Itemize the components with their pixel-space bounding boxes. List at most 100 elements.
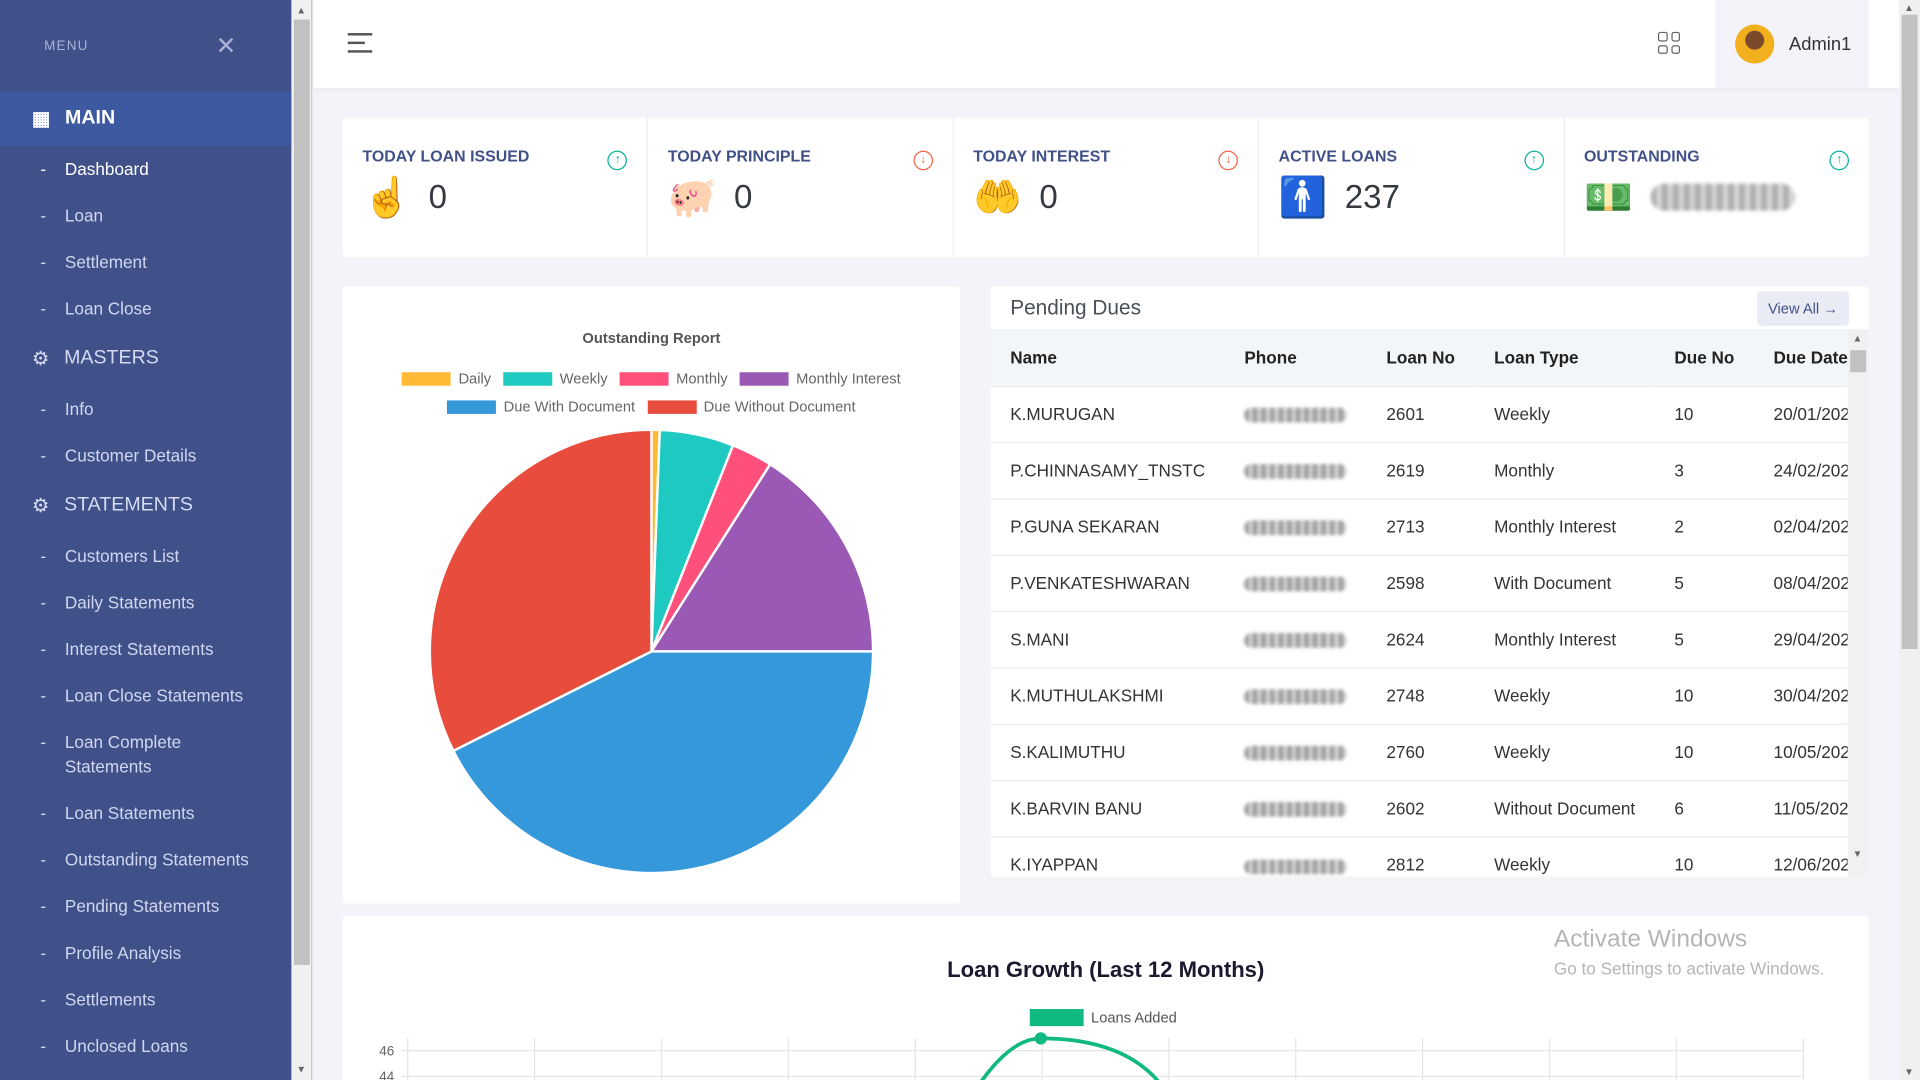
sidebar-item[interactable]: - Daily Statements [0, 579, 291, 626]
pie-slice-due-with-document[interactable] [451, 650, 875, 875]
user-name: Admin1 [1788, 33, 1852, 55]
sidebar-item[interactable]: - Info [0, 386, 291, 433]
table-cell: Weekly [1474, 666, 1655, 724]
phone-redacted [1224, 610, 1367, 668]
sidebar-item-label: Unclosed Loans [64, 1035, 188, 1056]
legend-item[interactable]: Due With Document [447, 398, 635, 415]
column-header[interactable]: Due Date [1753, 330, 1848, 386]
sidebar-item[interactable]: - Customers List [0, 533, 291, 580]
table-cell: With Document [1474, 554, 1655, 612]
table-cell: 10 [1654, 385, 1754, 443]
data-point[interactable] [1034, 1032, 1047, 1045]
column-header[interactable]: Due No [1654, 330, 1754, 386]
sidebar-item-label: Profile Analysis [64, 942, 182, 963]
money-stack-icon: 💵 [1584, 175, 1633, 220]
sidebar-item-label: Outstanding Statements [64, 849, 249, 870]
pie-slice-monthly-interest[interactable] [649, 462, 875, 653]
sidebar-scrollbar[interactable]: ▲ ▼ [291, 0, 313, 1080]
sidebar-item[interactable]: - Loan Close Statements [0, 672, 291, 719]
hamburger-menu-icon[interactable] [347, 33, 373, 59]
sidebar-item[interactable]: - Loan Statements [0, 790, 291, 837]
stat-value: 0 [428, 178, 447, 215]
view-all-button[interactable]: View All → [1756, 290, 1849, 326]
table-cell: K.MUTHULAKSHMI [990, 666, 1225, 724]
phone-redacted [1224, 554, 1367, 612]
table-cell: 6 [1654, 779, 1754, 837]
legend-item[interactable]: Monthly Interest [739, 370, 901, 387]
legend-item[interactable]: Daily [402, 370, 491, 387]
phone-redacted [1224, 835, 1367, 877]
sidebar-item[interactable]: - Loan Close [0, 285, 291, 332]
stat-card: TODAY LOAN ISSUED ↑ ☝ 0 [343, 117, 649, 258]
arrow-up-circle-icon: ↑ [1524, 150, 1544, 171]
table-cell: Monthly Interest [1474, 610, 1655, 668]
stat-title: TODAY PRINCIPLE [667, 146, 811, 166]
table-row[interactable]: P.VENKATESHWARAN 2598 With Document 5 08/04/… [990, 554, 1848, 612]
menu-label: MENU [44, 38, 89, 54]
gear-icon: ⚙ [31, 348, 50, 370]
chart-title: Loan Growth (Last 12 Months) [947, 957, 1265, 983]
table-cell: 2713 [1366, 497, 1475, 555]
sidebar-item[interactable]: - Unclosed Loans [0, 1022, 291, 1069]
table-cell: 30/04/2025 [1753, 666, 1848, 724]
sidebar-item-label: Daily Statements [64, 592, 195, 613]
legend-item[interactable]: Weekly [503, 370, 608, 387]
close-icon[interactable]: ✕ [215, 33, 238, 61]
sidebar-item[interactable]: - Outstanding Statements [0, 836, 291, 883]
column-header[interactable]: Name [990, 330, 1225, 386]
apps-grid-icon[interactable] [1657, 31, 1681, 54]
dash-icon: - [40, 685, 47, 706]
table-cell: 12/06/2025 [1753, 835, 1848, 877]
sidebar-item[interactable]: - Profile Analysis [0, 929, 291, 976]
table-cell: 2598 [1366, 554, 1475, 612]
sidebar-item-label: Customers List [64, 546, 180, 566]
sidebar-item-label: Settlement [64, 252, 147, 272]
page-scrollbar[interactable]: ▲ ▼ [1899, 0, 1920, 1080]
sidebar-section-main[interactable]: ▦ MAIN [0, 91, 292, 146]
legend-item[interactable]: Due Without Document [647, 397, 856, 416]
sidebar-item[interactable]: - Interest Statements [0, 626, 291, 673]
table-cell: K.MURUGAN [990, 385, 1225, 443]
column-header[interactable]: Loan No [1366, 330, 1475, 386]
stat-title: OUTSTANDING [1584, 146, 1700, 166]
table-row[interactable]: K.BARVIN BANU 2602 Without Document 6 11/05/… [990, 779, 1848, 837]
arrow-up-circle-icon: ↑ [1829, 150, 1850, 171]
sidebar-item[interactable]: - Customer Details [0, 432, 291, 479]
sidebar-item[interactable]: - Settlement [0, 239, 291, 286]
sidebar: MENU ✕ ▦ MAIN - Dashboard - Loan - Settlement - Lo… [0, 0, 292, 1080]
sidebar-item-label: Customer Details [64, 445, 197, 466]
legend-label: Due Without Document [703, 397, 856, 416]
sidebar-item-label: Settlements [64, 989, 156, 1009]
stat-card: OUTSTANDING ↑ 💵 [1564, 118, 1868, 258]
topbar: Admin1 [313, 0, 1900, 89]
sidebar-item-label: Loan Complete Statements [64, 732, 182, 777]
sidebar-item[interactable]: - Settlements [0, 976, 291, 1023]
table-cell: P.VENKATESHWARAN [990, 554, 1225, 612]
table-row[interactable]: P.GUNA SEKARAN 2713 Monthly Interest 2 02/04… [990, 497, 1848, 555]
sidebar-item[interactable]: - Loan Complete Statements [0, 719, 291, 790]
sidebar-item[interactable]: - Loan [0, 192, 291, 239]
column-header[interactable]: Loan Type [1474, 330, 1655, 386]
stat-card: TODAY INTEREST ↓ 🤲 0 [954, 117, 1260, 258]
table-cell: 2812 [1366, 835, 1475, 877]
stat-title: ACTIVE LOANS [1278, 146, 1398, 166]
legend-swatch [447, 399, 497, 414]
sidebar-item[interactable]: - Pending Statements [0, 883, 291, 930]
legend-item[interactable]: Monthly [619, 370, 728, 387]
sidebar-item[interactable]: - Dashboard [0, 146, 291, 193]
pie-slice-due-without-document[interactable] [428, 428, 653, 753]
gear-icon: ⚙ [31, 495, 50, 517]
column-header[interactable]: Phone [1224, 330, 1367, 386]
user-menu[interactable]: Admin1 [1715, 0, 1869, 89]
pending-dues-title: Pending Dues [1010, 295, 1141, 319]
sidebar-section-statements[interactable]: ⚙ STATEMENTS [0, 479, 291, 533]
sidebar-section-masters[interactable]: ⚙ MASTERS [0, 332, 291, 386]
table-row[interactable]: P.CHINNASAMY_TNSTC 2619Monthly324/02/2025… [990, 441, 1848, 499]
table-scrollbar[interactable]: ▲ ▼ [1847, 330, 1869, 877]
legend-label: Daily [458, 369, 492, 387]
